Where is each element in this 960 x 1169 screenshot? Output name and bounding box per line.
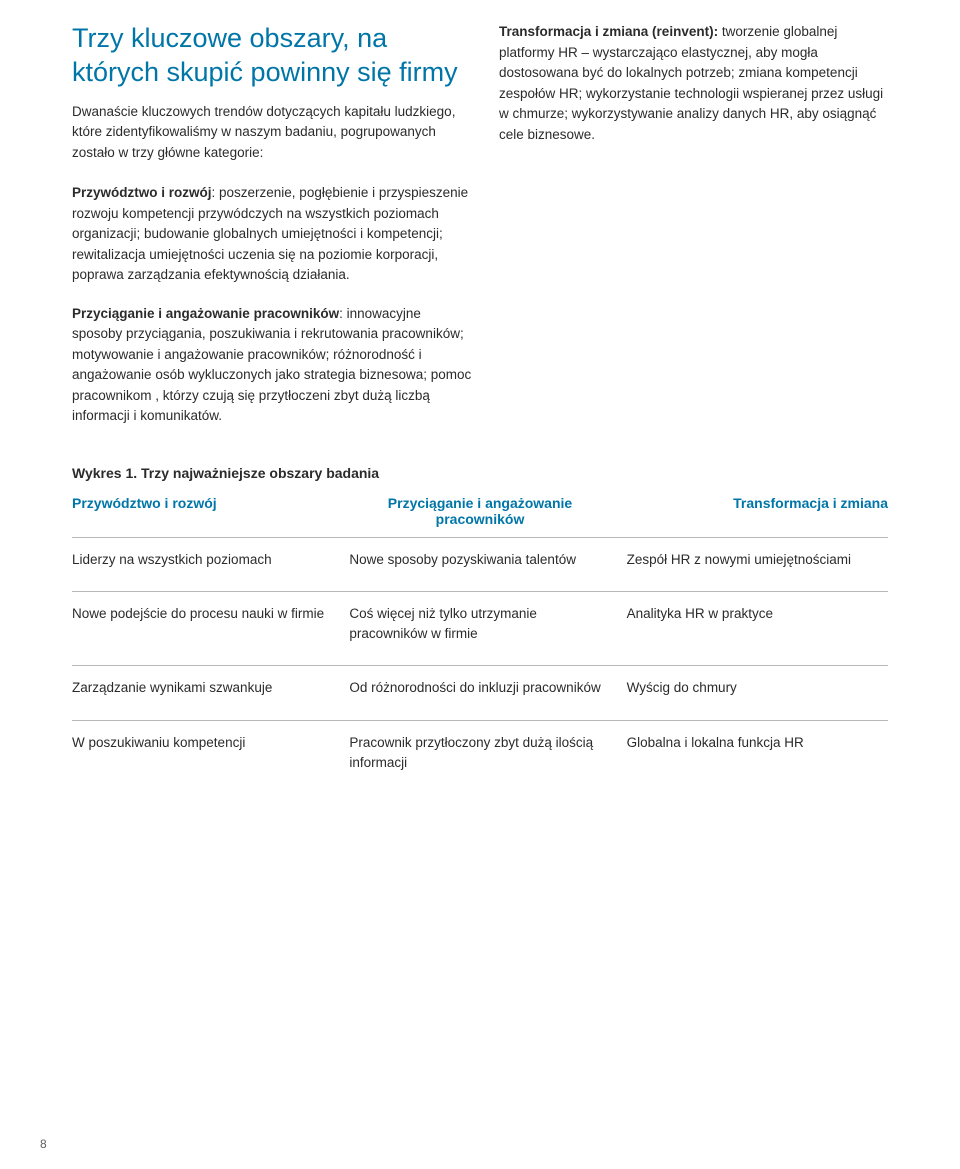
leadership-label: Przywództwo i rozwój [72,185,212,200]
right-column: Transformacja i zmiana (reinvent): tworz… [499,22,888,163]
table-row: Liderzy na wszystkich poziomach Nowe spo… [72,537,888,592]
cell: Zarządzanie wynikami szwankuje [72,678,349,698]
page-number: 8 [40,1137,47,1151]
table-row: W poszukiwaniu kompetencji Pracownik prz… [72,720,888,794]
cell: Nowe podejście do procesu nauki w firmie [72,604,349,643]
attract-label: Przyciąganie i angażowanie pracowników [72,306,339,321]
chart-title: Wykres 1. Trzy najważniejsze obszary bad… [72,465,888,481]
mid-paragraphs: Przywództwo i rozwój: poszerzenie, pogłę… [72,183,472,427]
table-row: Zarządzanie wynikami szwankuje Od różnor… [72,665,888,720]
transform-label: Transformacja i zmiana (reinvent): [499,24,718,39]
cell: W poszukiwaniu kompetencji [72,733,349,772]
intro-paragraph: Dwanaście kluczowych trendów dotyczących… [72,102,461,164]
intro-columns: Trzy kluczowe obszary, na których skupić… [72,22,888,163]
chart-header-row: Przywództwo i rozwój Przyciąganie i anga… [72,495,888,527]
chart-header-col2: Przyciąganie i angażowanie pracowników [344,495,616,527]
cell: Wyścig do chmury [627,678,888,698]
attract-text: : innowacyjne sposoby przyciągania, posz… [72,306,471,424]
chart-header-col3: Transformacja i zmiana [616,495,888,527]
left-column: Trzy kluczowe obszary, na których skupić… [72,22,461,163]
cell: Coś więcej niż tylko utrzymanie pracowni… [349,604,626,643]
leadership-paragraph: Przywództwo i rozwój: poszerzenie, pogłę… [72,183,472,286]
attract-paragraph: Przyciąganie i angażowanie pracowników: … [72,304,472,427]
transform-text: tworzenie globalnej platformy HR – wysta… [499,24,883,142]
cell: Analityka HR w praktyce [627,604,888,643]
transform-paragraph: Transformacja i zmiana (reinvent): tworz… [499,22,888,145]
cell: Liderzy na wszystkich poziomach [72,550,349,570]
table-row: Nowe podejście do procesu nauki w firmie… [72,591,888,665]
cell: Globalna i lokalna funkcja HR [627,733,888,772]
cell: Nowe sposoby pozyskiwania talentów [349,550,626,570]
cell: Pracownik przytłoczony zbyt dużą ilością… [349,733,626,772]
cell: Od różnorodności do inkluzji pracowników [349,678,626,698]
page-title: Trzy kluczowe obszary, na których skupić… [72,22,461,90]
chart-header-col1: Przywództwo i rozwój [72,495,344,527]
cell: Zespół HR z nowymi umiejętnościami [627,550,888,570]
